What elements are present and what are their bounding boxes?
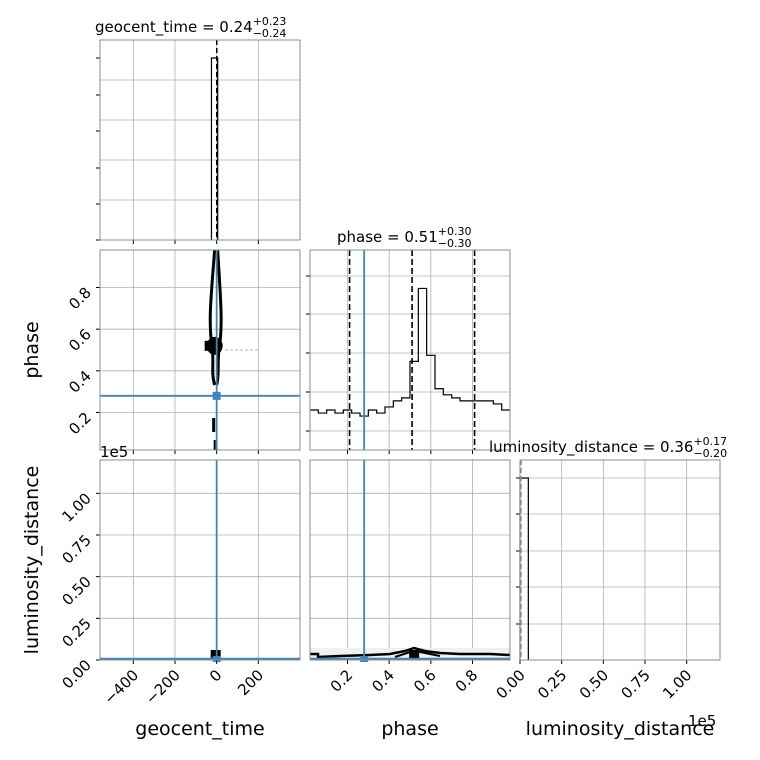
panel-border xyxy=(99,459,301,661)
tick-label-x: 0.6 xyxy=(410,666,440,696)
panel-bg xyxy=(310,460,510,660)
tick-label-y: 0.00 xyxy=(58,656,94,692)
sample-point xyxy=(240,348,243,351)
density-core xyxy=(204,340,212,351)
title-main: luminosity_distance = 0.36 xyxy=(489,438,693,457)
title-minus: −0.30 xyxy=(438,237,472,250)
panel-bg xyxy=(100,40,300,240)
tick-label-x: 0.75 xyxy=(617,666,653,702)
hist-geocent-time xyxy=(96,39,301,244)
offset-label-y: 1e5 xyxy=(100,443,128,461)
axis-label-x: geocent_time xyxy=(135,718,264,740)
scatter-phase-vs-geocent-time xyxy=(96,249,301,454)
tick-label-y: 0.75 xyxy=(58,531,94,567)
injection-marker xyxy=(212,656,221,662)
sample-point xyxy=(250,348,253,351)
tick-label-y: 0.4 xyxy=(65,367,95,397)
axis-labels: geocent_time phase luminosity_distancephas… xyxy=(21,321,714,740)
density-core xyxy=(210,650,221,658)
panel-title: phase = 0.51+0.30 xyxy=(337,225,472,246)
title-minus: −0.20 xyxy=(693,447,727,460)
title-plus: +0.23 xyxy=(253,15,287,28)
contour-line xyxy=(310,646,511,659)
tick-label-x: 0.00 xyxy=(492,666,528,702)
panel-border xyxy=(309,249,511,451)
title-main: phase = 0.51 xyxy=(337,228,438,246)
tick-label-x: 0.4 xyxy=(368,666,398,696)
hist-bar xyxy=(210,57,219,240)
panel-border xyxy=(99,39,301,241)
injection-marker xyxy=(212,391,221,400)
title-plus: +0.17 xyxy=(693,435,727,448)
tick-label-y: 0.2 xyxy=(65,409,95,439)
panel-title: luminosity_distance = 0.36+0.17 xyxy=(489,435,727,457)
tick-label-x: 0.50 xyxy=(576,666,612,702)
panels xyxy=(96,39,721,664)
panel-titles: geocent_time = 0.24+0.23−0.24 phase = 0.5… xyxy=(95,15,727,460)
tick-label-x: 0.2 xyxy=(327,666,357,696)
tick-label-y: 0.8 xyxy=(65,284,95,314)
axis-label-y: phase xyxy=(21,321,43,378)
panel-bg xyxy=(520,460,720,660)
injection-marker xyxy=(360,656,369,662)
panel-border xyxy=(519,459,721,661)
tick-label-y: 0.6 xyxy=(65,325,95,355)
tick-label-x: 0 xyxy=(206,666,225,685)
tick-label-x: −400 xyxy=(100,666,142,708)
panel-border xyxy=(99,249,301,451)
tick-label-x: 200 xyxy=(234,666,267,699)
panel-bg xyxy=(310,250,510,450)
axis-label-x: phase xyxy=(381,718,438,740)
tick-label-y: 1.00 xyxy=(58,489,94,525)
title-minus: −0.24 xyxy=(253,27,287,40)
tick-label-x: 0.8 xyxy=(452,666,482,696)
density-core xyxy=(409,650,420,659)
tick-label-y: 0.50 xyxy=(58,573,94,609)
offset-label-x: 1e5 xyxy=(688,712,716,730)
tick-label-x: −200 xyxy=(142,666,184,708)
hist-luminosity-distance xyxy=(516,459,721,664)
sample-point xyxy=(225,348,228,351)
panel-border xyxy=(309,459,511,661)
scatter-lumdist-vs-phase xyxy=(309,459,511,664)
panel-bg xyxy=(100,250,300,450)
panel-bg xyxy=(100,460,300,660)
title-plus: +0.30 xyxy=(438,225,472,238)
title-main: geocent_time = 0.24 xyxy=(95,18,253,37)
axis-label-y: luminosity_distance xyxy=(21,466,43,655)
sample-point xyxy=(255,348,258,351)
scatter-lumdist-vs-geocent-time xyxy=(96,459,301,664)
panel-title: geocent_time = 0.24+0.23 xyxy=(95,15,286,37)
tick-label-y: 0.25 xyxy=(58,614,94,650)
hist-phase xyxy=(306,249,511,454)
axis-label-x: luminosity_distance xyxy=(526,718,715,740)
sample-point xyxy=(230,348,233,351)
sample-point xyxy=(245,348,248,351)
tick-label-x: 0.25 xyxy=(534,666,570,702)
sample-point xyxy=(235,348,238,351)
tick-label-x: 1.00 xyxy=(659,666,695,702)
hist-line xyxy=(310,287,510,417)
